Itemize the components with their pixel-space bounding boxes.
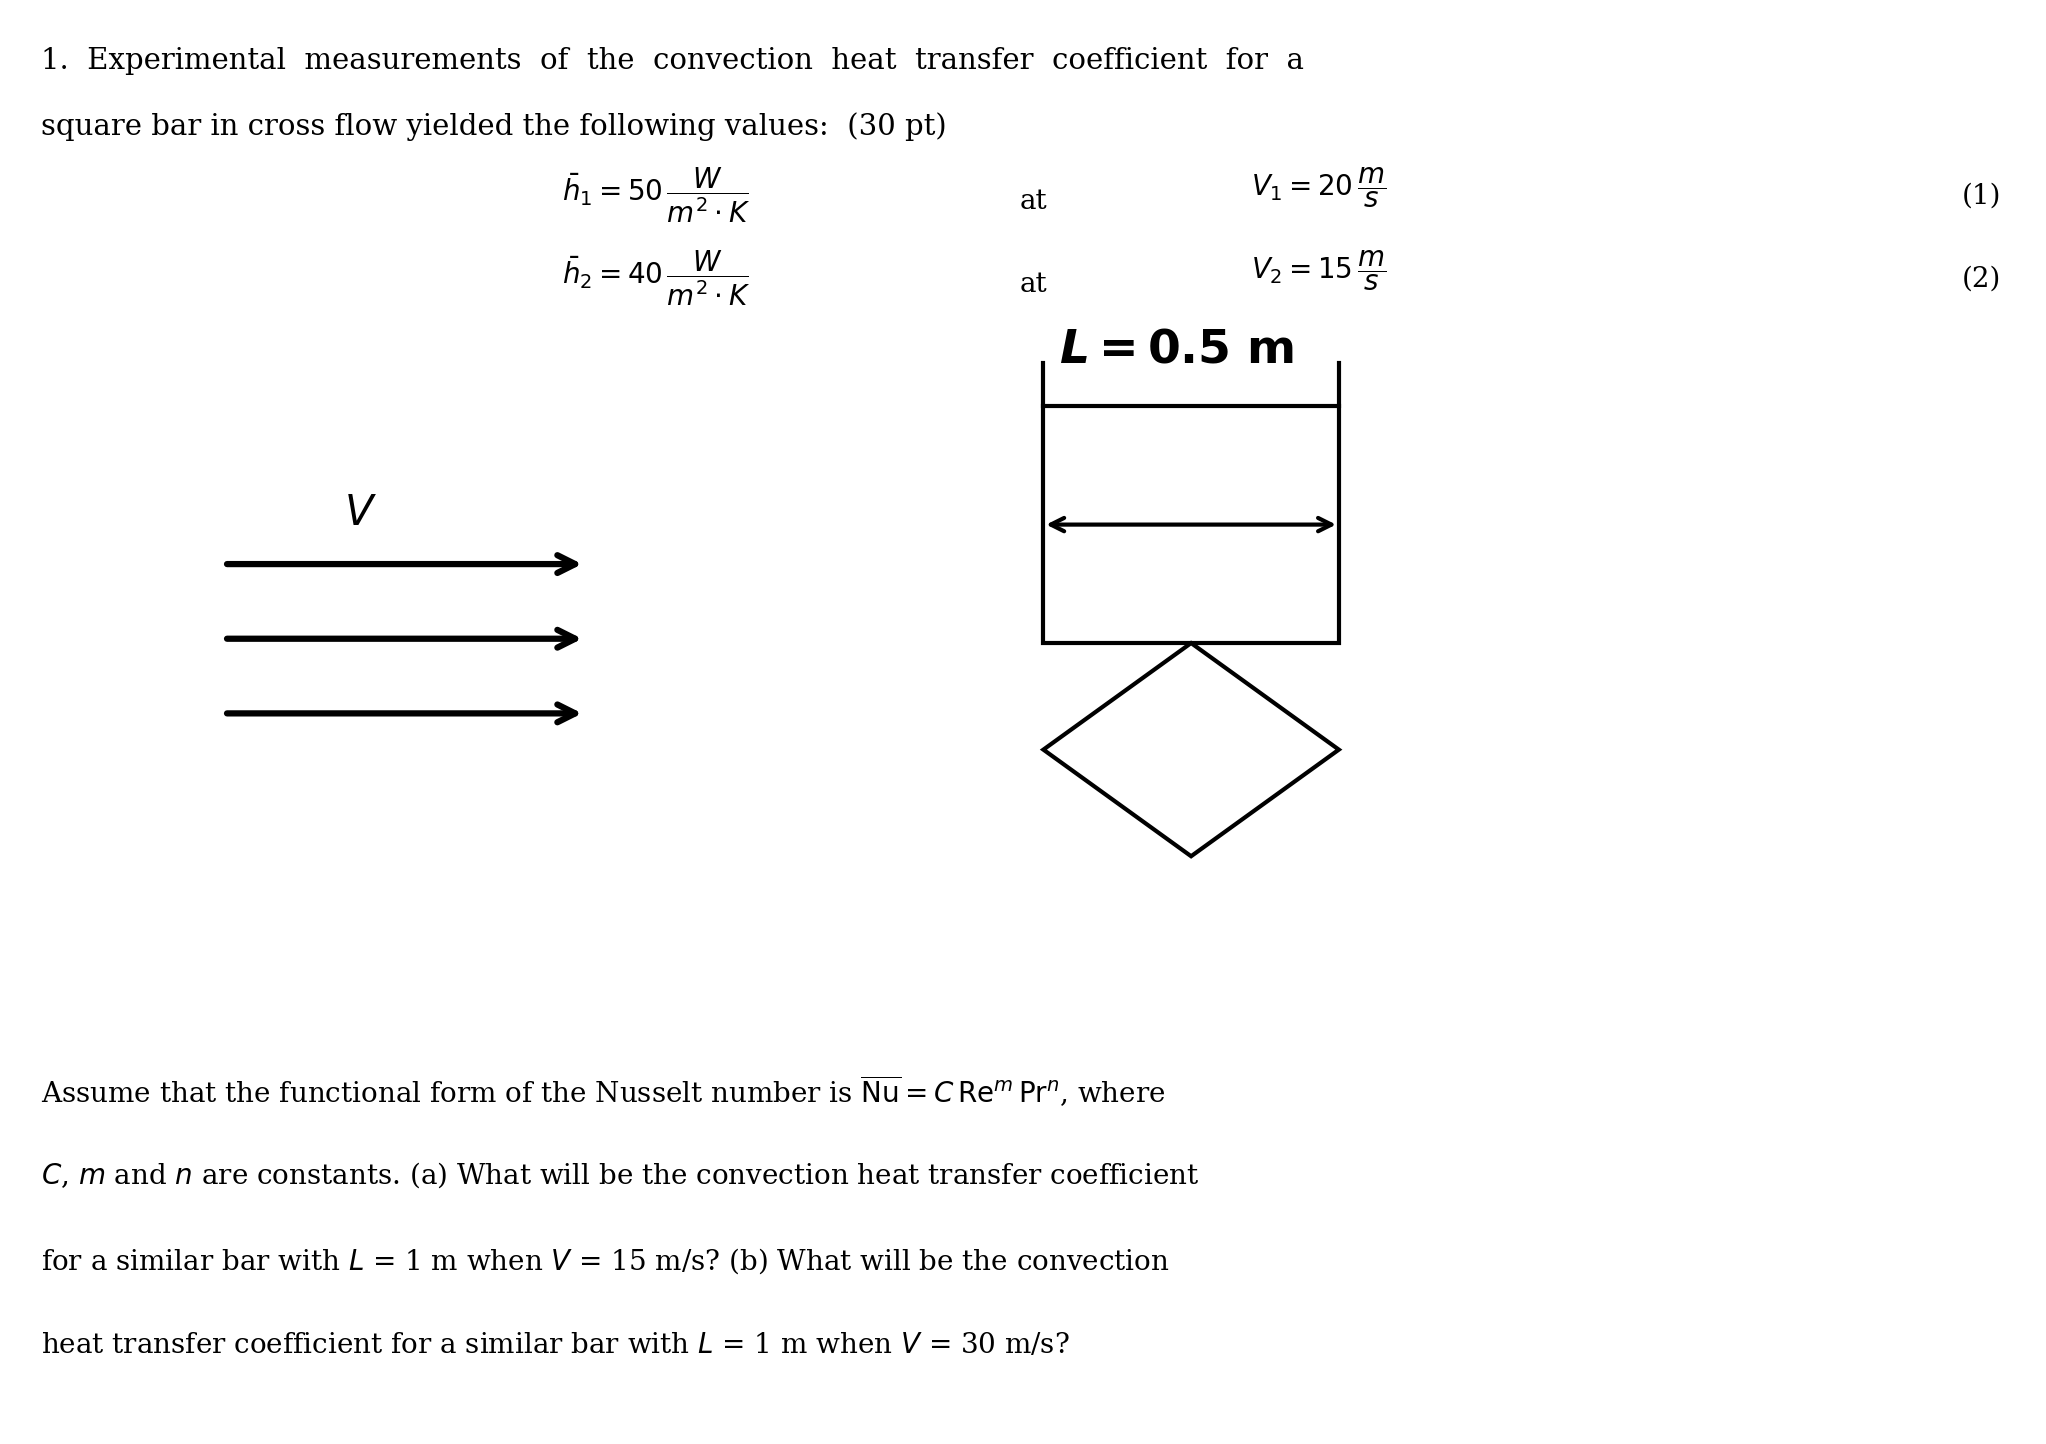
Text: (1): (1) — [1962, 182, 2001, 209]
Text: $C$, $m$ and $n$ are constants. (a) What will be the convection heat transfer co: $C$, $m$ and $n$ are constants. (a) What… — [41, 1160, 1199, 1190]
Text: $V_2 = 15\,\dfrac{m}{s}$: $V_2 = 15\,\dfrac{m}{s}$ — [1250, 248, 1385, 293]
Text: at: at — [1019, 271, 1048, 299]
Text: at: at — [1019, 188, 1048, 215]
Text: $\bar{h}_2 = 40\,\dfrac{W}{m^2 \cdot K}$: $\bar{h}_2 = 40\,\dfrac{W}{m^2 \cdot K}$ — [563, 248, 751, 308]
Text: square bar in cross flow yielded the following values:  (30 pt): square bar in cross flow yielded the fol… — [41, 111, 947, 140]
Text: $V$: $V$ — [344, 492, 376, 534]
Text: 1.  Experimental  measurements  of  the  convection  heat  transfer  coefficient: 1. Experimental measurements of the conv… — [41, 48, 1303, 75]
Text: $\boldsymbol{L = 0.5\ \mathbf{m}}$: $\boldsymbol{L = 0.5\ \mathbf{m}}$ — [1058, 328, 1293, 373]
Text: $\bar{h}_1 = 50\,\dfrac{W}{m^2 \cdot K}$: $\bar{h}_1 = 50\,\dfrac{W}{m^2 \cdot K}$ — [563, 165, 751, 224]
Text: heat transfer coefficient for a similar bar with $L$ = 1 m when $V$ = 30 m/s?: heat transfer coefficient for a similar … — [41, 1333, 1070, 1359]
Text: $V_1 = 20\,\dfrac{m}{s}$: $V_1 = 20\,\dfrac{m}{s}$ — [1250, 165, 1385, 209]
Text: for a similar bar with $L$ = 1 m when $V$ = 15 m/s? (b) What will be the convect: for a similar bar with $L$ = 1 m when $V… — [41, 1246, 1170, 1275]
Text: Assume that the functional form of the Nusselt number is $\overline{\mathrm{Nu}}: Assume that the functional form of the N… — [41, 1074, 1166, 1109]
Text: (2): (2) — [1962, 266, 2001, 293]
